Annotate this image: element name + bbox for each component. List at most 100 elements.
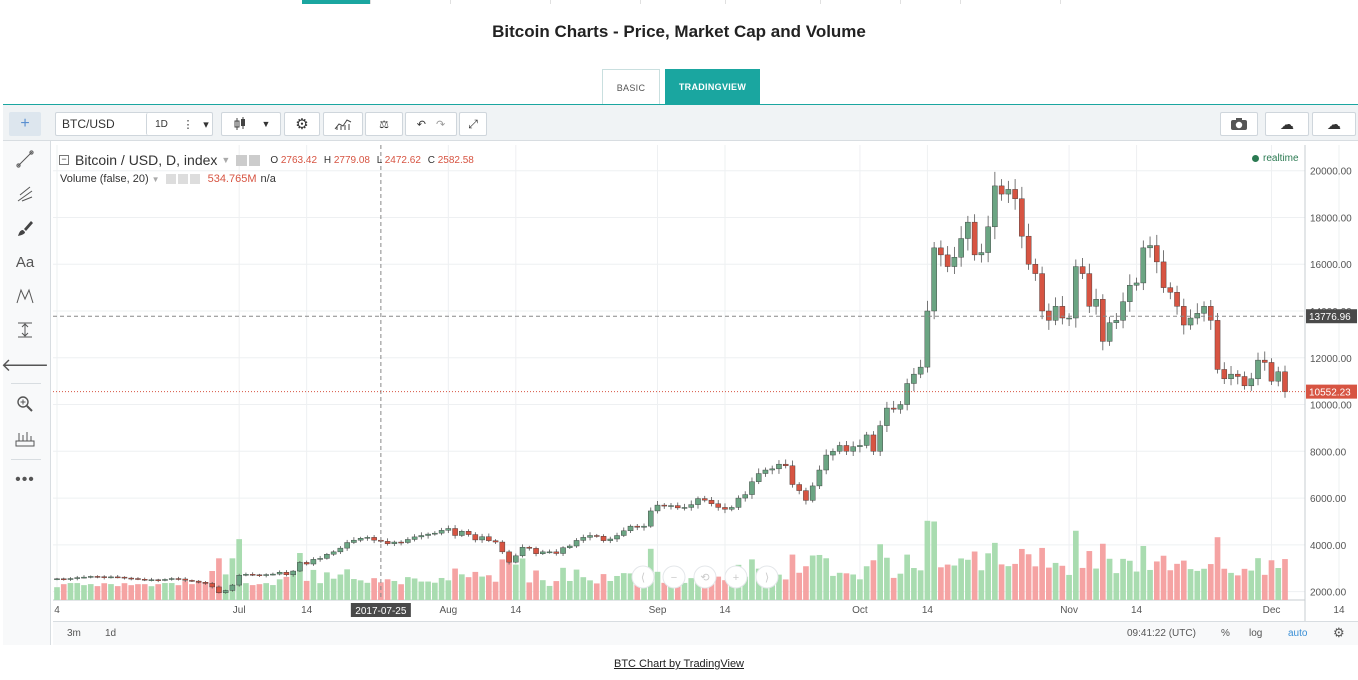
high-value: 2779.08 <box>333 154 370 166</box>
volume-bar <box>1201 568 1207 600</box>
time-tick-label: 14 <box>1131 605 1143 616</box>
interval-dropdown-icon[interactable]: ▾ <box>203 118 209 131</box>
candle-body <box>168 578 175 580</box>
nav-button-glyph: ⟨ <box>641 572 645 584</box>
volume-bar <box>81 585 87 600</box>
volume-bar <box>465 577 472 600</box>
log-scale-button[interactable]: log <box>1249 628 1263 639</box>
pitchfork-icon[interactable] <box>9 181 41 207</box>
candle-body <box>398 541 404 544</box>
volume-bar <box>303 580 310 600</box>
volume-bar <box>60 584 67 600</box>
interval-button[interactable]: 1D <box>146 113 176 135</box>
time-tick-label: Nov <box>1060 605 1078 616</box>
volume-bar <box>344 569 350 600</box>
volume-bar <box>816 554 823 600</box>
price-tick-label: 10000.00 <box>1310 401 1352 412</box>
collapse-legend-icon[interactable]: − <box>59 155 69 165</box>
pattern-icon[interactable] <box>9 283 41 309</box>
volume-bar <box>593 583 600 600</box>
tab-basic[interactable]: BASIC <box>602 69 660 105</box>
volume-bar <box>607 580 614 600</box>
volume-bar <box>573 569 580 600</box>
snapshot-button[interactable] <box>1220 112 1258 136</box>
candle-body <box>762 469 769 474</box>
compare-button[interactable]: ⚖ <box>365 112 403 136</box>
volume-bar <box>533 570 539 600</box>
page-title: Bitcoin Charts - Price, Market Cap and V… <box>492 22 866 41</box>
price-chart[interactable]: 20000.0018000.0016000.0014000.0012000.00… <box>53 145 1358 645</box>
candle-body <box>1066 317 1072 320</box>
volume-close-icon[interactable] <box>189 174 200 184</box>
symbol-search-input[interactable]: BTC/USD <box>55 112 213 136</box>
undo-icon[interactable]: ↶ <box>416 118 426 131</box>
candle-body <box>411 536 418 540</box>
volume-bar <box>539 580 546 600</box>
volume-bar <box>674 579 681 600</box>
candle-body <box>634 525 641 528</box>
crosshair-tool-button[interactable]: + <box>9 112 41 136</box>
volume-bar <box>283 576 290 600</box>
volume-bar <box>216 558 222 600</box>
indicators-button[interactable] <box>323 112 363 136</box>
candle-body <box>850 446 856 452</box>
volume-bar <box>796 572 803 600</box>
volume-bar <box>317 583 323 600</box>
candle-body <box>863 434 870 446</box>
volume-eye-icon[interactable] <box>165 174 176 184</box>
gear-icon[interactable]: ⚙ <box>1333 625 1345 640</box>
candle-body <box>809 485 816 501</box>
nav-button-glyph: ⟩ <box>765 572 769 584</box>
legend-eye-icon[interactable] <box>236 154 248 166</box>
trend-line-icon[interactable] <box>9 146 41 172</box>
tab-tradingview[interactable]: TRADINGVIEW <box>665 69 760 105</box>
settings-button[interactable]: ⚙ <box>284 112 320 136</box>
volume-bar <box>654 571 661 600</box>
auto-scale-button[interactable]: auto <box>1288 628 1308 639</box>
series-dropdown-icon[interactable]: ▼ <box>221 155 231 165</box>
zoom-in-icon[interactable] <box>9 391 41 417</box>
volume-bar <box>1039 547 1045 600</box>
top-nav-separator <box>820 0 821 4</box>
more-intervals-icon[interactable]: ⋮ <box>182 118 194 131</box>
measure-icon[interactable] <box>9 317 41 343</box>
candle-body <box>614 535 620 540</box>
brush-icon[interactable] <box>9 215 41 241</box>
volume-bar <box>519 558 526 600</box>
candle-body <box>324 554 330 559</box>
volume-bar <box>877 544 883 600</box>
price-tick-label: 8000.00 <box>1310 447 1347 458</box>
chart-style-button[interactable]: ▼ <box>221 112 281 136</box>
candle-body <box>330 551 337 555</box>
chart-canvas[interactable]: 20000.0018000.0016000.0014000.0012000.00… <box>53 145 1358 645</box>
legend-settings-icon[interactable] <box>249 154 261 166</box>
candle-body <box>749 481 755 495</box>
candle-body <box>1261 359 1268 363</box>
more-tools-icon[interactable]: ••• <box>15 471 35 488</box>
candle-body <box>479 536 485 541</box>
volume-bar <box>1120 558 1126 600</box>
volume-legend: Volume (false, 20) ▼ 534.765M n/a <box>60 173 276 185</box>
save-chart-button[interactable]: ☁ <box>1312 112 1356 136</box>
ruler-icon[interactable] <box>9 426 41 452</box>
text-tool-icon[interactable]: Aa <box>15 253 35 271</box>
candle-body <box>681 507 688 509</box>
candle-body <box>405 539 411 543</box>
time-tick-label: 14 <box>510 605 522 616</box>
tradingview-credit-link[interactable]: BTC Chart by TradingView <box>613 658 745 670</box>
range-3m-button[interactable]: 3m <box>67 628 81 639</box>
load-chart-button[interactable]: ☁ <box>1265 112 1309 136</box>
last-price-label: 10552.23 <box>1309 388 1351 399</box>
volume-dropdown-icon[interactable]: ▼ <box>151 174 160 184</box>
percent-scale-button[interactable]: % <box>1221 628 1230 639</box>
arrow-left-icon[interactable]: 🡐 <box>0 354 50 375</box>
candle-body <box>195 580 202 583</box>
candle-body <box>944 254 951 267</box>
range-1d-button[interactable]: 1d <box>105 628 117 639</box>
volume-title: Volume (false, 20) <box>60 173 149 185</box>
volume-settings-icon[interactable] <box>177 174 188 184</box>
candle-body <box>715 503 721 508</box>
redo-icon[interactable]: ↷ <box>436 118 446 131</box>
candle-body <box>776 463 782 470</box>
fullscreen-button[interactable]: ⤢ <box>459 112 487 136</box>
